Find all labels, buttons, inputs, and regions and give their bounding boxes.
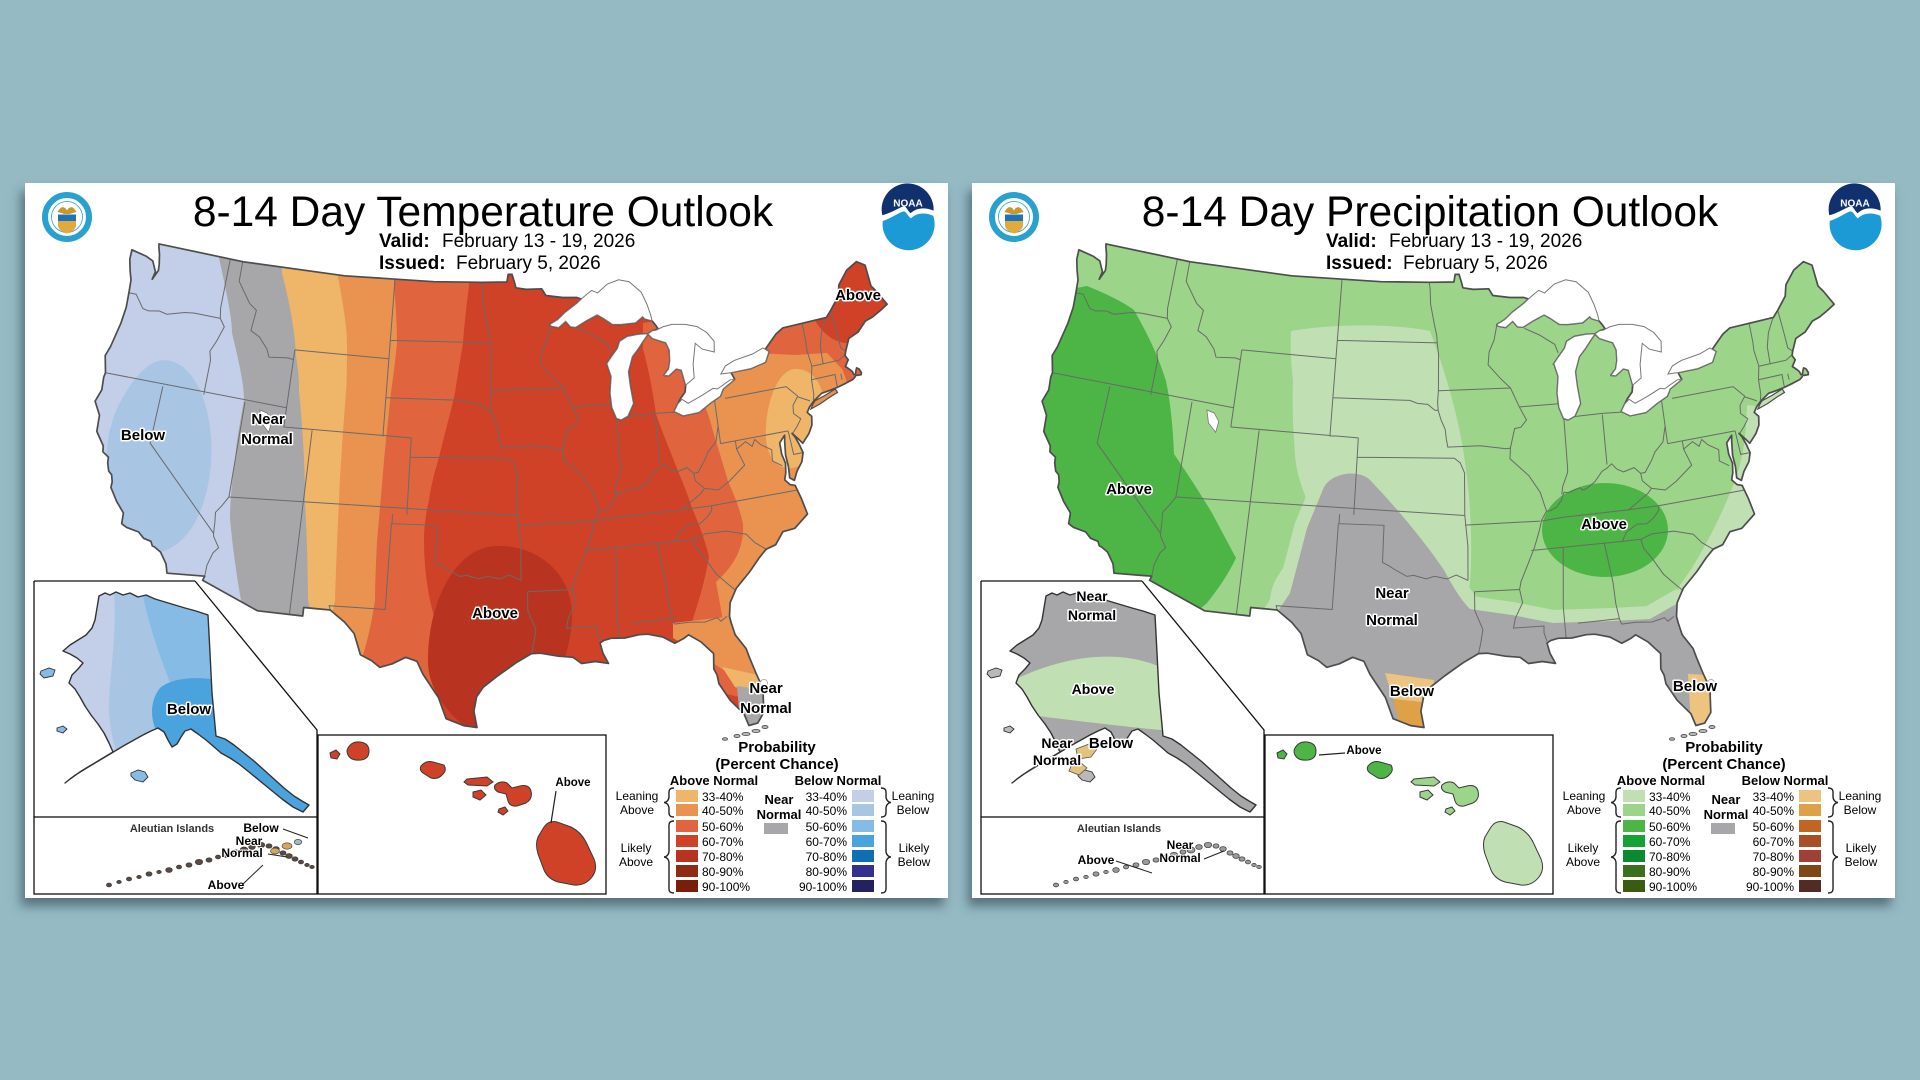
- svg-text:Below: Below: [121, 427, 166, 444]
- svg-text:Below: Below: [1390, 683, 1435, 700]
- svg-text:Above: Above: [208, 878, 245, 892]
- svg-text:50-60%: 50-60%: [702, 820, 744, 834]
- svg-text:33-40%: 33-40%: [702, 790, 744, 804]
- svg-text:Aleutian Islands: Aleutian Islands: [130, 823, 214, 835]
- svg-text:Aleutian Islands: Aleutian Islands: [1077, 823, 1161, 835]
- svg-text:Leaning: Leaning: [892, 789, 935, 803]
- svg-text:Below: Below: [1673, 678, 1718, 695]
- svg-text:Near: Near: [251, 411, 285, 428]
- svg-text:50-60%: 50-60%: [1649, 820, 1691, 834]
- svg-text:Likely: Likely: [1846, 841, 1877, 855]
- svg-text:Near: Near: [1076, 588, 1108, 604]
- svg-text:8-14 Day Temperature Outlook: 8-14 Day Temperature Outlook: [193, 189, 774, 236]
- svg-text:Above: Above: [1072, 681, 1115, 697]
- svg-text:60-70%: 60-70%: [1753, 835, 1795, 849]
- svg-text:40-50%: 40-50%: [806, 804, 848, 818]
- svg-text:Near: Near: [765, 792, 794, 807]
- svg-text:February 13 - 19, 2026: February 13 - 19, 2026: [442, 231, 635, 252]
- svg-text:70-80%: 70-80%: [806, 850, 848, 864]
- svg-text:Above: Above: [620, 803, 654, 817]
- svg-text:Below: Below: [1845, 855, 1878, 869]
- svg-text:Below: Below: [897, 803, 930, 817]
- svg-text:NOAA: NOAA: [1840, 199, 1869, 210]
- svg-text:Near: Near: [236, 834, 263, 848]
- svg-text:(Percent Chance): (Percent Chance): [715, 756, 838, 773]
- svg-text:Leaning: Leaning: [616, 789, 659, 803]
- svg-text:Below: Below: [243, 821, 279, 835]
- svg-text:Above: Above: [555, 777, 590, 789]
- svg-text:70-80%: 70-80%: [1649, 850, 1691, 864]
- svg-text:Above: Above: [1106, 481, 1152, 498]
- svg-text:February 13 - 19, 2026: February 13 - 19, 2026: [1389, 231, 1582, 252]
- svg-text:33-40%: 33-40%: [1649, 790, 1691, 804]
- svg-text:90-100%: 90-100%: [1649, 880, 1697, 894]
- svg-text:70-80%: 70-80%: [702, 850, 744, 864]
- svg-text:80-90%: 80-90%: [1753, 865, 1795, 879]
- svg-text:40-50%: 40-50%: [1753, 804, 1795, 818]
- svg-text:Normal: Normal: [757, 807, 802, 822]
- svg-text:90-100%: 90-100%: [702, 880, 750, 894]
- svg-text:Below: Below: [1844, 803, 1877, 817]
- svg-text:Above: Above: [619, 855, 653, 869]
- svg-text:33-40%: 33-40%: [1753, 790, 1795, 804]
- svg-text:70-80%: 70-80%: [1753, 850, 1795, 864]
- svg-text:60-70%: 60-70%: [1649, 835, 1691, 849]
- svg-text:60-70%: 60-70%: [702, 835, 744, 849]
- svg-text:Near: Near: [1712, 792, 1741, 807]
- svg-text:80-90%: 80-90%: [702, 865, 744, 879]
- svg-text:90-100%: 90-100%: [799, 880, 847, 894]
- svg-text:Above Normal: Above Normal: [670, 773, 758, 788]
- svg-text:80-90%: 80-90%: [806, 865, 848, 879]
- svg-text:February 5, 2026: February 5, 2026: [1403, 253, 1548, 274]
- svg-text:40-50%: 40-50%: [702, 804, 744, 818]
- svg-text:Normal: Normal: [1068, 607, 1116, 623]
- svg-text:Near: Near: [1041, 735, 1073, 751]
- svg-text:Above: Above: [835, 287, 881, 304]
- svg-text:8-14 Day Precipitation Outlook: 8-14 Day Precipitation Outlook: [1142, 189, 1719, 236]
- svg-text:50-60%: 50-60%: [806, 820, 848, 834]
- svg-text:Normal: Normal: [1704, 807, 1749, 822]
- svg-text:Leaning: Leaning: [1563, 789, 1606, 803]
- svg-text:Normal: Normal: [740, 700, 792, 717]
- svg-text:Above: Above: [1567, 803, 1601, 817]
- svg-text:Above: Above: [1346, 745, 1381, 757]
- svg-text:Above Normal: Above Normal: [1617, 773, 1705, 788]
- svg-text:Normal: Normal: [241, 431, 293, 448]
- svg-text:60-70%: 60-70%: [806, 835, 848, 849]
- svg-text:Valid:: Valid:: [1326, 231, 1377, 252]
- svg-text:February 5, 2026: February 5, 2026: [456, 253, 601, 274]
- svg-text:Normal: Normal: [1159, 851, 1200, 865]
- svg-text:Issued:: Issued:: [1326, 253, 1393, 274]
- svg-text:33-40%: 33-40%: [806, 790, 848, 804]
- svg-text:Leaning: Leaning: [1839, 789, 1882, 803]
- svg-text:80-90%: 80-90%: [1649, 865, 1691, 879]
- svg-text:Valid:: Valid:: [379, 231, 430, 252]
- svg-text:Near: Near: [1375, 585, 1409, 602]
- svg-text:Above: Above: [472, 605, 518, 622]
- svg-text:Above: Above: [1566, 855, 1600, 869]
- svg-text:Likely: Likely: [1568, 841, 1599, 855]
- svg-text:Below: Below: [167, 701, 212, 718]
- svg-text:Below: Below: [1089, 735, 1134, 752]
- svg-text:Near: Near: [1167, 838, 1194, 852]
- svg-text:(Percent Chance): (Percent Chance): [1662, 756, 1785, 773]
- svg-text:Probability: Probability: [1685, 739, 1763, 756]
- svg-text:Issued:: Issued:: [379, 253, 446, 274]
- svg-text:Likely: Likely: [621, 841, 652, 855]
- svg-text:40-50%: 40-50%: [1649, 804, 1691, 818]
- svg-text:Normal: Normal: [1366, 612, 1418, 629]
- svg-text:Below: Below: [898, 855, 931, 869]
- svg-text:Normal: Normal: [221, 846, 262, 860]
- svg-text:Normal: Normal: [1033, 752, 1081, 768]
- svg-text:90-100%: 90-100%: [1746, 880, 1794, 894]
- svg-text:Below Normal: Below Normal: [795, 773, 882, 788]
- svg-text:Near: Near: [749, 680, 783, 697]
- svg-text:50-60%: 50-60%: [1753, 820, 1795, 834]
- svg-text:Likely: Likely: [899, 841, 930, 855]
- svg-text:NOAA: NOAA: [893, 199, 922, 210]
- svg-text:Above: Above: [1581, 516, 1627, 533]
- svg-text:Below Normal: Below Normal: [1742, 773, 1829, 788]
- svg-text:Probability: Probability: [738, 739, 816, 756]
- svg-text:Above: Above: [1078, 853, 1115, 867]
